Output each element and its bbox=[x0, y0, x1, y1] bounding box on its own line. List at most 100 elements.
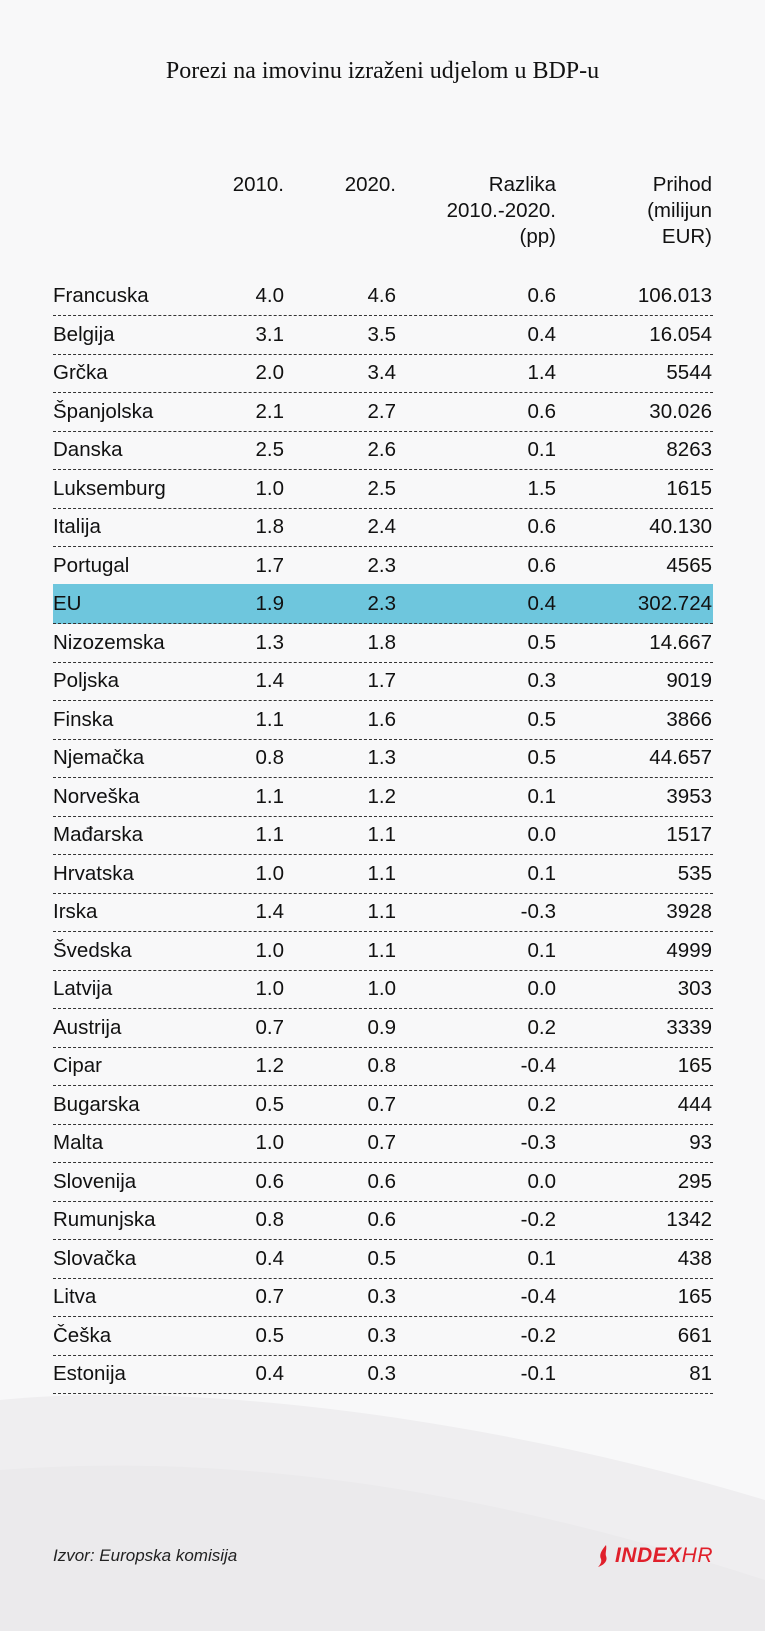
value-2020-cell: 2.6 bbox=[367, 438, 397, 461]
country-cell: Latvija bbox=[53, 977, 113, 1000]
header-difference-line2: 2010.-2020. bbox=[446, 199, 556, 222]
value-2020-cell: 1.1 bbox=[367, 823, 397, 846]
country-cell: Litva bbox=[53, 1285, 97, 1308]
country-cell: Luksemburg bbox=[53, 476, 166, 500]
value-2020-cell: 0.3 bbox=[367, 1323, 397, 1347]
difference-cell: 0.5 bbox=[527, 746, 557, 769]
revenue-cell: 93 bbox=[689, 1131, 712, 1154]
value-2020-cell: 1.1 bbox=[367, 900, 397, 923]
table-row: Italija 1.8 2.4 0.6 40.130 bbox=[53, 507, 713, 547]
header-difference: Razlika 2010.-2020. (pp) bbox=[447, 172, 556, 250]
country-cell: Švedska bbox=[53, 938, 132, 962]
country-cell: Danska bbox=[53, 438, 123, 461]
value-2010-cell: 1.4 bbox=[255, 669, 285, 692]
revenue-cell: 661 bbox=[677, 1323, 712, 1347]
value-2010-cell: 1.1 bbox=[255, 784, 285, 808]
difference-cell: 0.1 bbox=[527, 438, 557, 461]
revenue-cell: 30.026 bbox=[649, 399, 712, 423]
revenue-cell: 3928 bbox=[666, 900, 712, 923]
country-cell: Malta bbox=[53, 1131, 104, 1154]
value-2010-cell: 3.1 bbox=[255, 322, 285, 346]
country-cell: Norveška bbox=[53, 784, 140, 808]
value-2010-cell: 2.0 bbox=[255, 361, 285, 384]
header-revenue-line3: EUR) bbox=[661, 225, 712, 248]
difference-cell: 0.0 bbox=[527, 823, 557, 846]
value-2010-cell: 0.5 bbox=[255, 1323, 285, 1347]
value-2020-cell: 0.9 bbox=[367, 1015, 397, 1039]
revenue-cell: 165 bbox=[677, 1285, 712, 1308]
value-2020-cell: 3.4 bbox=[367, 361, 397, 384]
value-2010-cell: 2.1 bbox=[255, 399, 285, 423]
difference-cell: 0.1 bbox=[527, 784, 557, 808]
table-row: Češka 0.5 0.3 -0.2 661 bbox=[53, 1316, 713, 1356]
table-row: Malta 1.0 0.7 -0.3 93 bbox=[53, 1123, 713, 1163]
country-cell: Poljska bbox=[53, 669, 120, 692]
difference-cell: 0.6 bbox=[527, 515, 557, 538]
table-row: Cipar 1.2 0.8 -0.4 165 bbox=[53, 1046, 713, 1086]
difference-cell: 0.0 bbox=[527, 977, 557, 1000]
difference-cell: 0.2 bbox=[527, 1015, 557, 1039]
value-2010-cell: 0.5 bbox=[255, 1092, 285, 1116]
table-row: Danska 2.5 2.6 0.1 8263 bbox=[53, 430, 713, 470]
revenue-cell: 444 bbox=[677, 1092, 712, 1116]
table-row: Hrvatska 1.0 1.1 0.1 535 bbox=[53, 854, 713, 894]
country-cell: Njemačka bbox=[53, 746, 145, 769]
revenue-cell: 295 bbox=[677, 1169, 712, 1193]
header-difference-line3: (pp) bbox=[519, 225, 556, 248]
table-row: Portugal 1.7 2.3 0.6 4565 bbox=[53, 546, 713, 586]
country-cell: Austrija bbox=[53, 1015, 122, 1039]
value-2020-cell: 0.7 bbox=[367, 1131, 397, 1154]
country-cell: Španjolska bbox=[53, 399, 154, 423]
revenue-cell: 4999 bbox=[666, 938, 712, 962]
revenue-cell: 303 bbox=[677, 977, 712, 1000]
table-row: Irska 1.4 1.1 -0.3 3928 bbox=[53, 892, 713, 932]
value-2010-cell: 0.4 bbox=[255, 1362, 285, 1385]
value-2010-cell: 2.5 bbox=[255, 438, 285, 461]
value-2020-cell: 0.7 bbox=[367, 1092, 397, 1116]
country-cell: Nizozemska bbox=[53, 630, 165, 654]
country-cell: Irska bbox=[53, 900, 98, 923]
country-cell: Slovenija bbox=[53, 1169, 137, 1193]
country-cell: Bugarska bbox=[53, 1092, 140, 1116]
difference-cell: 0.5 bbox=[527, 630, 557, 654]
difference-cell: 0.5 bbox=[527, 707, 557, 731]
difference-cell: 1.5 bbox=[527, 476, 557, 500]
table-row: Litva 0.7 0.3 -0.4 165 bbox=[53, 1277, 713, 1317]
revenue-cell: 40.130 bbox=[649, 515, 712, 538]
country-cell: Francuska bbox=[53, 284, 149, 307]
table-row: Poljska 1.4 1.7 0.3 9019 bbox=[53, 661, 713, 701]
value-2020-cell: 1.3 bbox=[367, 746, 397, 769]
value-2010-cell: 0.8 bbox=[255, 746, 285, 769]
revenue-cell: 44.657 bbox=[649, 746, 712, 769]
value-2010-cell: 1.0 bbox=[255, 977, 285, 1000]
country-cell: Italija bbox=[53, 515, 101, 538]
table-row: Slovenija 0.6 0.6 0.0 295 bbox=[53, 1162, 713, 1202]
difference-cell: 0.2 bbox=[527, 1092, 557, 1116]
value-2010-cell: 1.3 bbox=[255, 630, 285, 654]
revenue-cell: 5544 bbox=[666, 361, 712, 384]
difference-cell: 0.6 bbox=[527, 399, 557, 423]
difference-cell: 1.4 bbox=[527, 361, 557, 384]
table-row-highlight: EU 1.9 2.3 0.4 302.724 bbox=[53, 584, 713, 624]
table-row: Grčka 2.0 3.4 1.4 5544 bbox=[53, 353, 713, 393]
table-row: Luksemburg 1.0 2.5 1.5 1615 bbox=[53, 469, 713, 509]
country-cell: Portugal bbox=[53, 553, 130, 577]
table-row: Rumunjska 0.8 0.6 -0.2 1342 bbox=[53, 1200, 713, 1240]
revenue-cell: 9019 bbox=[666, 669, 712, 692]
table-row: Njemačka 0.8 1.3 0.5 44.657 bbox=[53, 738, 713, 778]
source-note: Izvor: Europska komisija bbox=[53, 1546, 238, 1565]
value-2010-cell: 0.7 bbox=[255, 1015, 285, 1039]
value-2010-cell: 1.1 bbox=[255, 823, 285, 846]
revenue-cell: 8263 bbox=[666, 438, 712, 461]
revenue-cell: 3953 bbox=[666, 784, 712, 808]
value-2020-cell: 2.4 bbox=[367, 515, 397, 538]
revenue-cell: 535 bbox=[677, 861, 712, 885]
chart-title: Porezi na imovinu izraženi udjelom u BDP… bbox=[165, 58, 600, 84]
value-2020-cell: 2.3 bbox=[367, 553, 397, 577]
value-2020-cell: 0.6 bbox=[367, 1208, 397, 1231]
logo-brand: INDEX bbox=[614, 1544, 682, 1567]
difference-cell: -0.1 bbox=[520, 1362, 556, 1385]
difference-cell: 0.4 bbox=[527, 322, 557, 346]
country-cell: Rumunjska bbox=[53, 1208, 156, 1231]
